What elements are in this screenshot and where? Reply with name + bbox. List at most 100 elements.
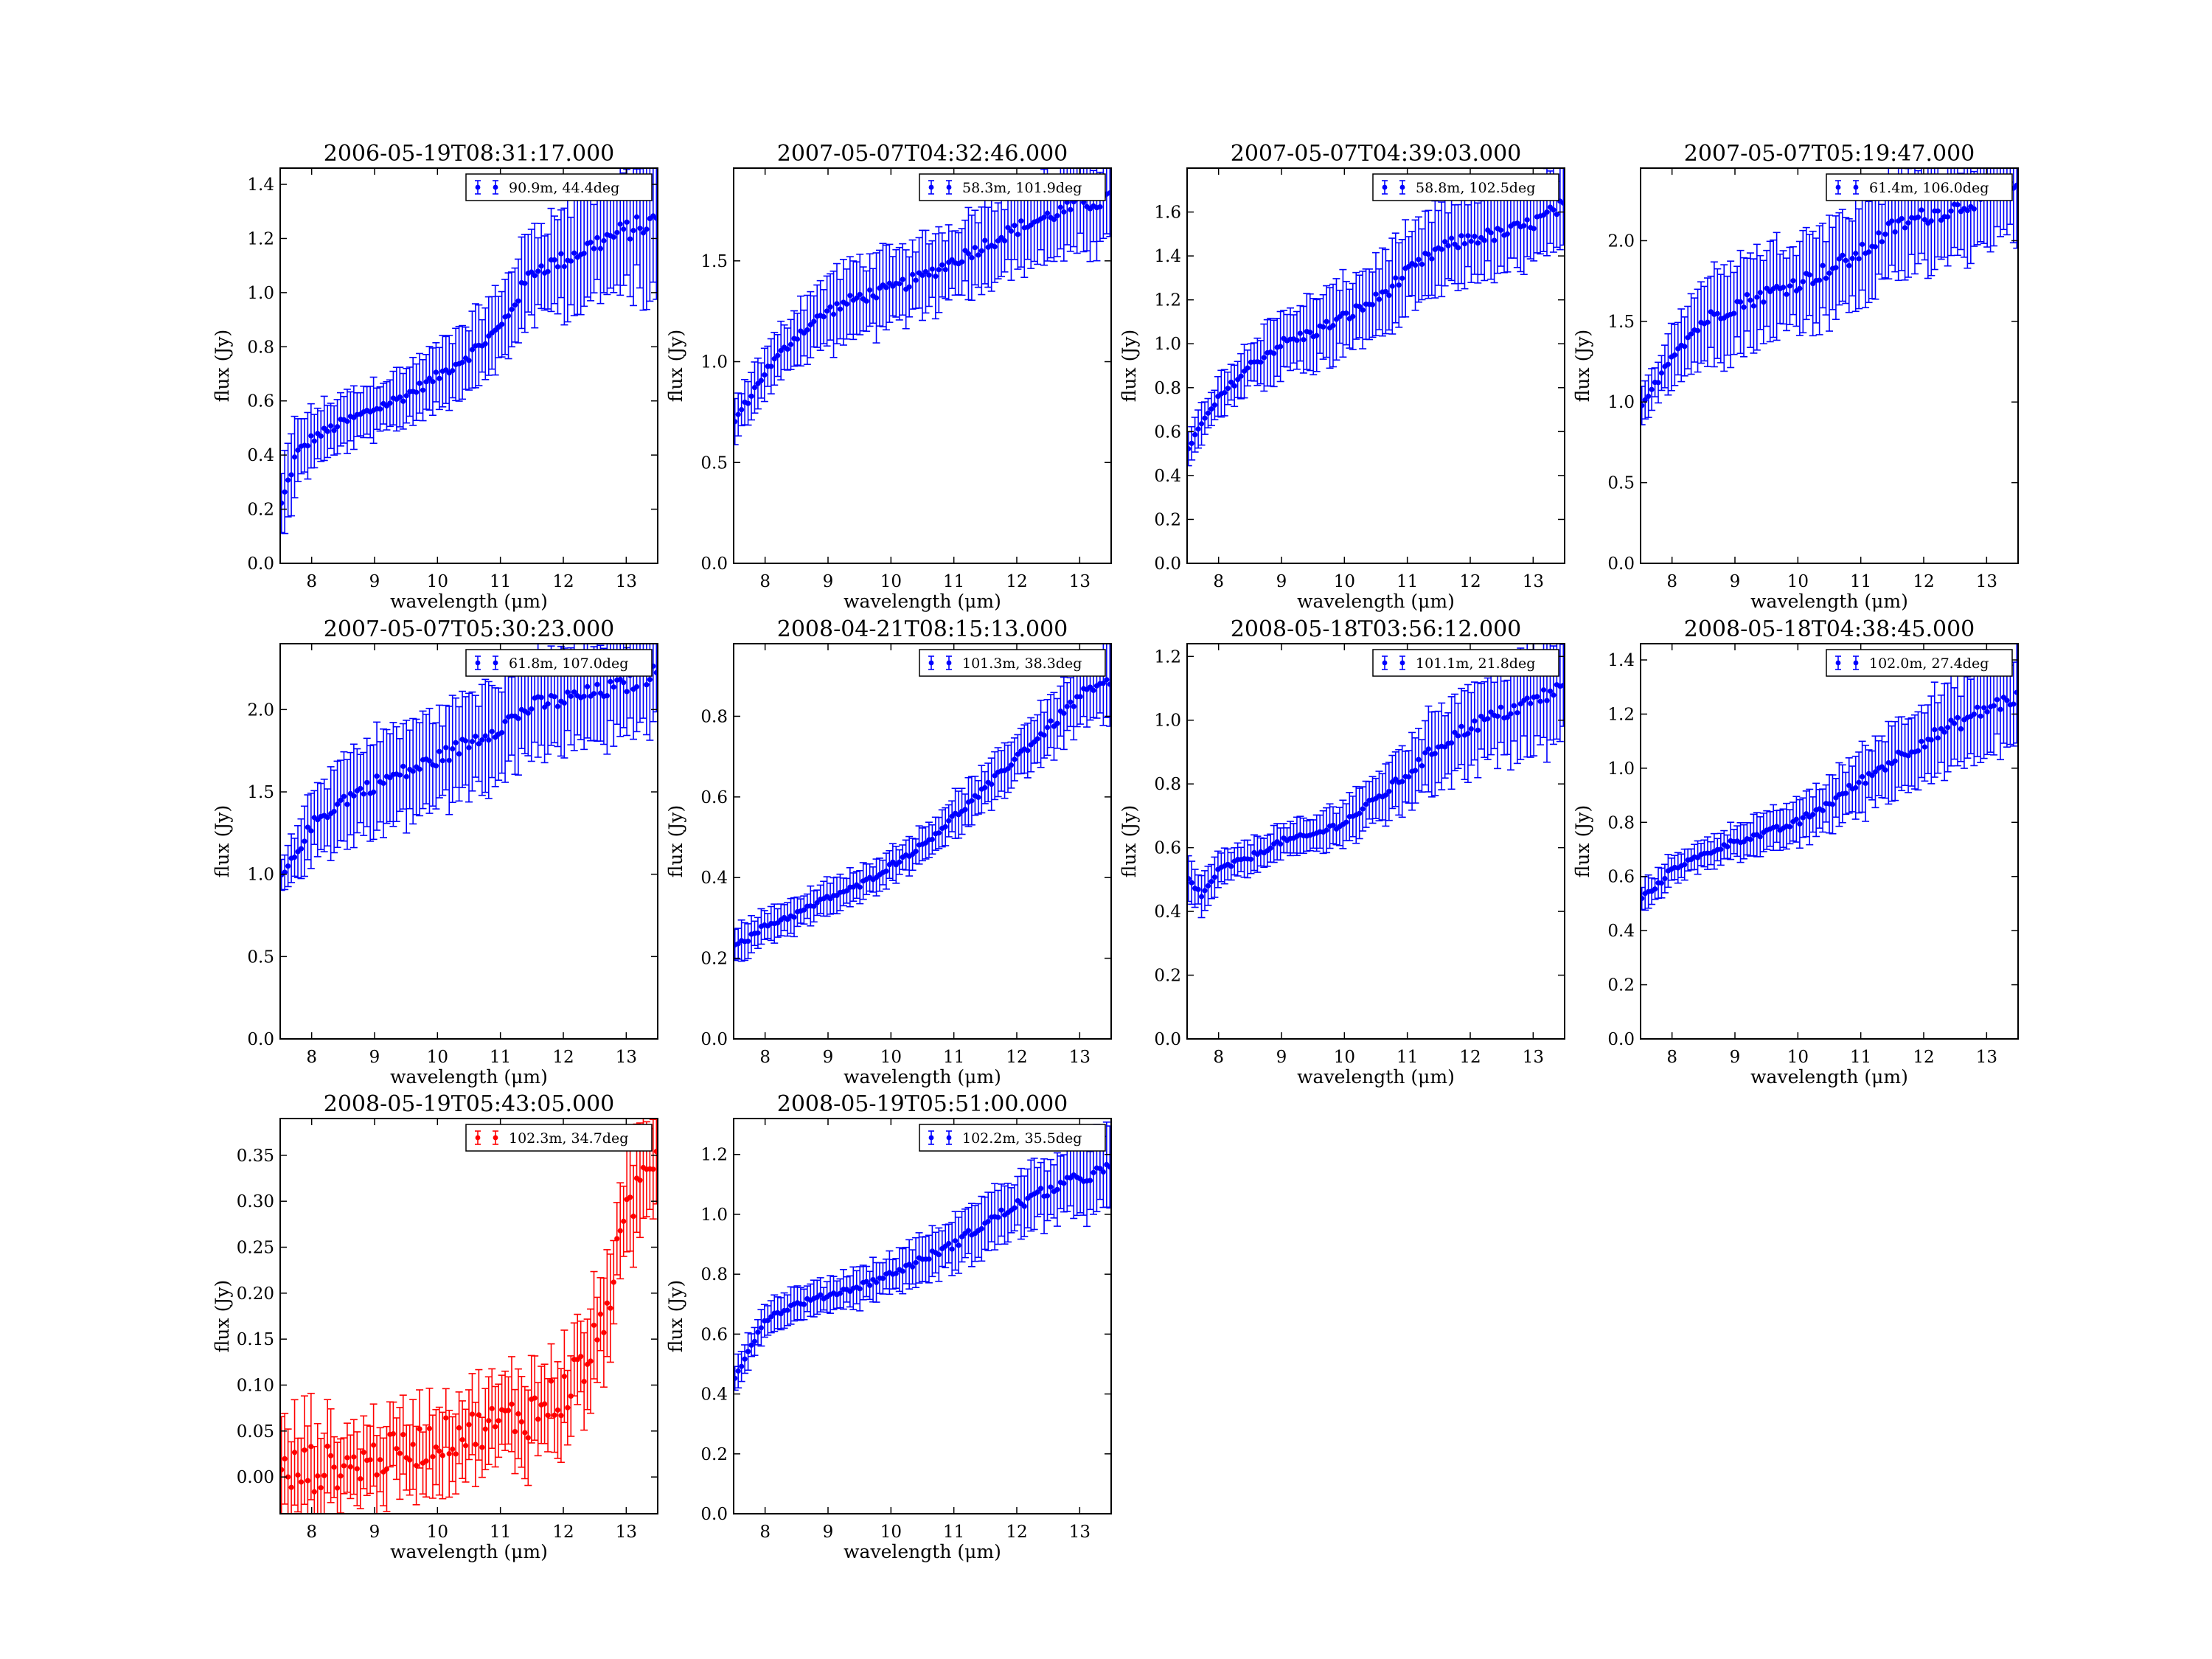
- data-point: [1853, 251, 1859, 257]
- data-point: [1396, 282, 1402, 288]
- data-point: [558, 251, 564, 257]
- data-point: [857, 1286, 863, 1292]
- y-tick-label: 0.10: [237, 1376, 274, 1395]
- data-point: [390, 1430, 396, 1437]
- x-tick-label: 8: [1213, 572, 1224, 591]
- data-point: [857, 291, 863, 298]
- data-point: [515, 1411, 521, 1417]
- data-point: [1975, 704, 1980, 710]
- y-tick-label: 0.5: [247, 947, 274, 967]
- data-point: [897, 281, 902, 287]
- legend: 101.3m, 38.3deg: [919, 649, 1106, 677]
- legend-label: 61.4m, 106.0deg: [1869, 180, 1989, 196]
- data-point: [291, 454, 298, 460]
- data-point: [1208, 406, 1214, 412]
- data-point: [992, 243, 998, 250]
- data-point: [1694, 327, 1701, 334]
- data-point: [1015, 751, 1020, 757]
- y-tick-label: 1.5: [247, 783, 274, 802]
- data-point: [653, 1148, 658, 1155]
- data-point: [387, 400, 393, 406]
- data-point: [328, 423, 334, 429]
- data-point: [1646, 393, 1652, 400]
- y-axis-label: flux (Jy): [1119, 330, 1140, 402]
- y-tick-label: 0.4: [1154, 902, 1181, 922]
- data-point: [1865, 249, 1872, 255]
- data-point: [338, 797, 344, 804]
- data-point: [1817, 277, 1823, 283]
- y-tick-label: 0.0: [1607, 554, 1635, 574]
- data-point: [913, 1259, 919, 1266]
- data-point: [1508, 711, 1514, 717]
- x-tick-label: 13: [1976, 1048, 1997, 1067]
- data-point: [291, 855, 298, 860]
- data-point: [473, 1441, 479, 1447]
- data-point: [1350, 313, 1356, 319]
- y-tick-label: 0.4: [1607, 922, 1635, 941]
- data-point: [1744, 291, 1750, 298]
- data-point: [545, 268, 551, 274]
- y-tick-label: 1.2: [247, 229, 274, 248]
- data-point: [1856, 256, 1862, 262]
- data-point: [1511, 703, 1517, 709]
- data-point: [1041, 214, 1047, 220]
- data-point: [374, 1472, 380, 1478]
- data-point: [617, 676, 623, 682]
- x-tick-label: 9: [1276, 1048, 1287, 1067]
- data-point: [653, 215, 658, 221]
- data-point: [1061, 710, 1067, 716]
- data-point: [426, 1425, 433, 1432]
- data-point: [298, 846, 305, 852]
- data-point: [827, 304, 833, 310]
- data-point: [969, 798, 975, 804]
- y-tick-label: 0.4: [700, 869, 728, 888]
- data-point: [1343, 819, 1349, 825]
- data-point: [1238, 373, 1244, 379]
- data-point: [956, 812, 961, 818]
- data-point: [1294, 338, 1300, 344]
- data-point: [1189, 440, 1194, 446]
- data-point: [735, 411, 741, 417]
- x-tick-label: 12: [1459, 1048, 1481, 1067]
- data-point: [403, 773, 409, 779]
- x-tick-label: 11: [1397, 572, 1418, 591]
- y-tick-label: 0.0: [700, 1030, 728, 1049]
- data-point: [1804, 811, 1809, 817]
- data-point: [1524, 695, 1530, 701]
- data-point: [1997, 706, 2003, 712]
- data-point: [315, 1473, 321, 1479]
- y-tick-label: 1.0: [1154, 712, 1181, 731]
- data-point: [1642, 397, 1648, 403]
- data-point: [1641, 895, 1645, 902]
- data-point: [1324, 319, 1329, 324]
- data-point: [867, 287, 873, 293]
- data-point: [1038, 1186, 1044, 1192]
- data-point: [347, 1464, 353, 1470]
- data-point: [430, 378, 436, 385]
- data-point: [1872, 244, 1879, 250]
- subplot-9: 8 9 10 11 12 13 0.00 0.05 0.10 0.15 0.20 0.25 0.30 0.…: [212, 1091, 658, 1562]
- data-point: [604, 1300, 610, 1306]
- data-point: [804, 327, 810, 333]
- subplot-2: 8 9 10 11 12 13 0.0 0.5 1.0 1.5 2007-05-07T04:32:4…: [665, 141, 1112, 612]
- data-point: [1498, 704, 1504, 710]
- data-point: [1097, 204, 1103, 210]
- data-point: [591, 246, 597, 251]
- data-point: [554, 703, 561, 709]
- data-point: [1241, 368, 1248, 374]
- data-point: [594, 681, 600, 687]
- data-point: [1343, 310, 1349, 316]
- axes-frame: [733, 643, 1112, 1040]
- y-tick-label: 0.30: [237, 1192, 274, 1211]
- data-point: [1747, 297, 1753, 303]
- data-point: [1297, 330, 1303, 336]
- data-point: [1248, 856, 1254, 862]
- data-point: [1061, 209, 1067, 215]
- data-point: [1958, 726, 1964, 732]
- data-point: [621, 1218, 627, 1224]
- data-point: [450, 1446, 456, 1453]
- x-axis-label: wavelength (μm): [1297, 591, 1455, 612]
- data-point: [552, 1412, 557, 1418]
- data-point: [956, 1242, 961, 1248]
- x-tick-label: 8: [306, 572, 317, 591]
